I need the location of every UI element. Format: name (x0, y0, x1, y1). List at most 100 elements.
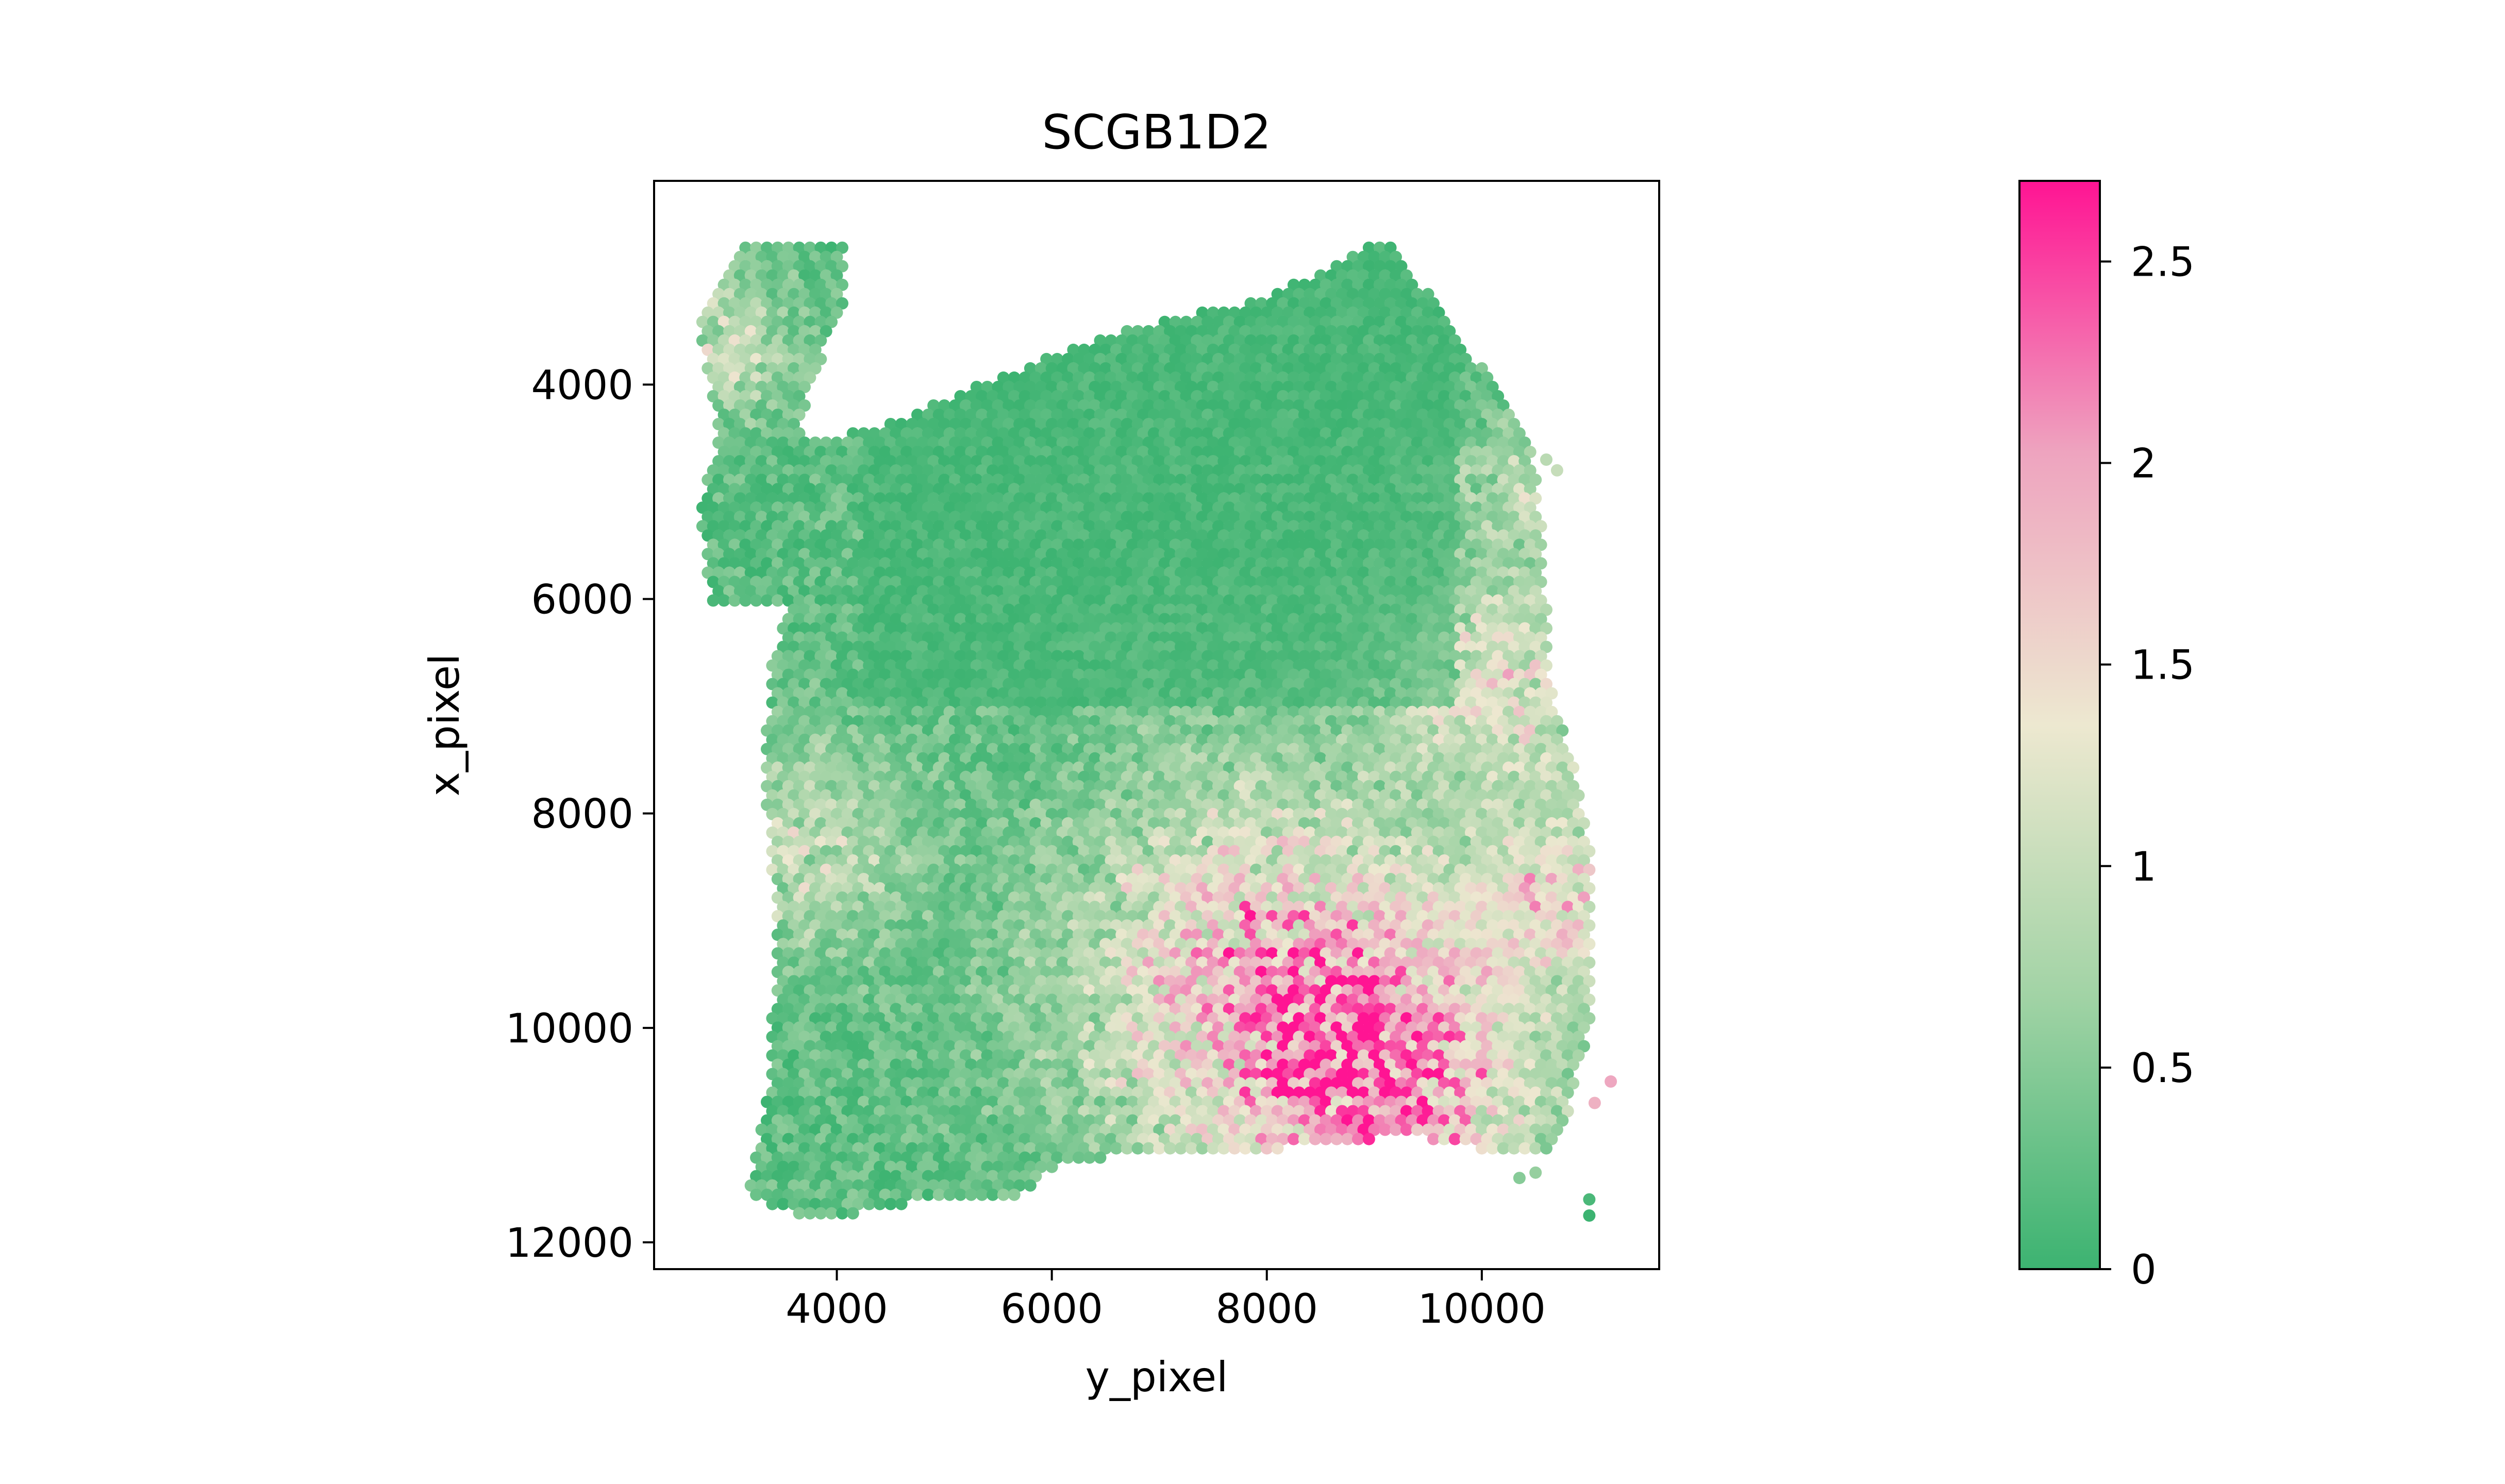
spot (723, 325, 736, 338)
spot (1406, 352, 1418, 365)
spot (1309, 334, 1322, 347)
spot (1384, 241, 1397, 254)
spot (712, 288, 725, 300)
spot (1180, 390, 1193, 402)
spot (1217, 418, 1230, 430)
spot (1212, 390, 1225, 402)
spot (1400, 399, 1413, 412)
spot (1352, 315, 1364, 328)
spot (1142, 362, 1155, 375)
spot (1174, 436, 1187, 449)
spot (1282, 436, 1295, 449)
spot (1390, 343, 1402, 356)
spot (1298, 390, 1311, 402)
spot (1341, 409, 1354, 421)
spot (1416, 315, 1429, 328)
spot (1013, 418, 1026, 430)
spot (1223, 446, 1235, 459)
spot (1239, 399, 1252, 412)
spot (761, 241, 773, 254)
spot (1083, 371, 1096, 384)
spot (717, 352, 730, 365)
spot (879, 427, 892, 440)
spot (766, 269, 779, 282)
spot (895, 418, 908, 430)
spot (1089, 381, 1101, 393)
spot (717, 427, 730, 440)
spot (1121, 381, 1133, 393)
spot (997, 446, 1010, 459)
spot (782, 427, 795, 440)
spot (1427, 352, 1440, 365)
spot (1164, 436, 1177, 449)
spot (728, 278, 741, 291)
spot (1239, 325, 1252, 338)
spot (766, 418, 779, 430)
spot (1223, 409, 1235, 421)
spot (1470, 390, 1483, 402)
spot (771, 409, 784, 421)
spot (1212, 371, 1225, 384)
spot (1325, 362, 1338, 375)
spot (959, 455, 972, 468)
spot (1373, 409, 1386, 421)
spot (788, 436, 800, 449)
spot (1067, 343, 1080, 356)
spot (1040, 427, 1053, 440)
spot (1448, 371, 1461, 384)
spot (733, 269, 746, 282)
spot (771, 278, 784, 291)
spot (1390, 381, 1402, 393)
spot (1255, 427, 1268, 440)
spot (766, 343, 779, 356)
spot (1217, 362, 1230, 375)
spot (1379, 288, 1392, 300)
spot (733, 306, 746, 319)
spot (1422, 399, 1434, 412)
spot (1239, 418, 1252, 430)
spot (1029, 427, 1042, 440)
spot (954, 390, 967, 402)
spot (965, 409, 978, 421)
spot (1314, 325, 1327, 338)
spot (1390, 436, 1402, 449)
spot (1384, 446, 1397, 459)
spot (916, 455, 929, 468)
spot (1438, 390, 1450, 402)
spot (1089, 455, 1101, 468)
spot (1255, 352, 1268, 365)
spot (1427, 315, 1440, 328)
spot (766, 288, 779, 300)
spot (766, 325, 779, 338)
spot (1169, 371, 1182, 384)
spot (1368, 418, 1381, 430)
spot (852, 436, 865, 449)
spot (1309, 315, 1322, 328)
spot (702, 325, 714, 338)
spot (728, 297, 741, 310)
spot (959, 418, 972, 430)
spot (1368, 381, 1381, 393)
spot (1395, 260, 1408, 273)
spot (1228, 381, 1241, 393)
spot (1131, 455, 1144, 468)
spot (733, 343, 746, 356)
spot (1191, 427, 1204, 440)
spot (766, 362, 779, 375)
spot (1121, 343, 1133, 356)
spot (1277, 315, 1290, 328)
spot (949, 455, 961, 468)
spot (739, 446, 752, 459)
spot (1384, 352, 1397, 365)
spot (1180, 371, 1193, 384)
spot (766, 306, 779, 319)
spot (1099, 418, 1112, 430)
spot (755, 343, 768, 356)
spot (1228, 343, 1241, 356)
spot (1029, 390, 1042, 402)
spot (1078, 381, 1091, 393)
spot (1266, 315, 1279, 328)
spot (1293, 399, 1306, 412)
spot (728, 390, 741, 402)
spot (750, 371, 763, 384)
